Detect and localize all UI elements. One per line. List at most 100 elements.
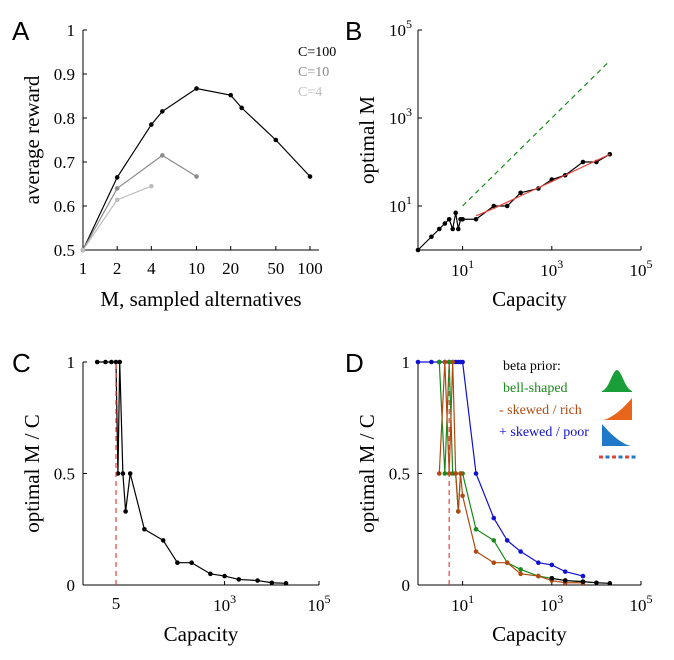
data-point (415, 247, 421, 253)
data-point (491, 538, 497, 543)
data-point (194, 86, 199, 91)
data-point (114, 186, 120, 191)
data-point (94, 359, 100, 365)
y-tick-label: 0 (402, 576, 411, 595)
x-tick-label: 100 (297, 259, 323, 278)
y-tick-label: 103 (389, 105, 412, 128)
x-tick-label: 105 (630, 257, 653, 280)
data-point (580, 159, 586, 165)
data-point (458, 471, 463, 476)
data-point (442, 471, 448, 476)
bell-shaped-density-icon (602, 370, 632, 392)
y-tick-label: 0.5 (54, 241, 75, 260)
skewed-poor-density-icon (602, 424, 632, 446)
data-point (269, 580, 275, 586)
data-point (429, 359, 434, 365)
data-point (594, 580, 599, 586)
data-point (103, 359, 108, 365)
data-point (536, 560, 541, 565)
y-tick-label: 0.8 (54, 109, 75, 128)
data-point (113, 359, 119, 365)
data-point (562, 569, 568, 574)
data-point (117, 359, 123, 365)
series-c-100 (80, 86, 313, 253)
data-point (549, 562, 555, 568)
panel-c: C 5 103 105 0 0.5 1 Capacity optimal M / C (12, 348, 331, 646)
data-point (518, 190, 523, 196)
data-point (114, 197, 120, 203)
series-line (82, 87, 311, 251)
series-fit-2 (475, 153, 611, 217)
data-point (562, 578, 568, 583)
x-tick-label: 4 (147, 259, 156, 278)
data-point (436, 471, 442, 476)
data-point (239, 105, 244, 111)
data-point (455, 226, 461, 232)
data-point (473, 471, 479, 476)
x-tick-label: 105 (630, 592, 653, 615)
data-point (127, 471, 133, 476)
panel-letter: A (12, 16, 30, 46)
y-axis-label: optimal M / C (355, 414, 379, 532)
data-point (208, 571, 213, 577)
y-tick-label: 0 (67, 576, 76, 595)
data-point (491, 203, 497, 209)
y-tick-label: 0.5 (389, 465, 410, 484)
legend-title: beta prior: (503, 359, 561, 374)
data-point (580, 573, 586, 579)
data-point (149, 183, 154, 189)
data-point (142, 526, 147, 532)
x-tick-label: 2 (113, 259, 122, 278)
data-point (442, 359, 448, 365)
panel-letter: D (345, 348, 364, 378)
series-line (82, 185, 152, 251)
data-point (518, 549, 523, 554)
skewed-rich-density-icon (602, 398, 632, 420)
y-tick-label: 0.9 (54, 65, 75, 84)
data-point (518, 567, 523, 572)
data-point (442, 221, 448, 226)
data-point (123, 509, 128, 514)
data-point (255, 578, 260, 583)
data-point (450, 226, 456, 232)
legend-entry: C=100 (298, 45, 336, 60)
data-point (115, 471, 121, 476)
x-tick-label: 103 (213, 592, 236, 615)
y-tick-label: 1 (67, 353, 76, 372)
series-line (97, 361, 287, 584)
data-point (473, 216, 479, 222)
data-point (446, 359, 452, 365)
data-point (222, 573, 227, 579)
x-axis-label: Capacity (492, 287, 567, 311)
legend-entry: + skewed / poor (499, 425, 589, 440)
data-point (446, 216, 452, 222)
x-tick-label: 101 (451, 592, 474, 615)
data-point (160, 109, 165, 114)
series-dashed-1 (462, 60, 611, 207)
y-tick-label: 105 (389, 17, 412, 40)
data-point (436, 359, 442, 365)
panel-letter: C (12, 348, 31, 378)
x-tick-label: 50 (267, 259, 284, 278)
data-point (580, 579, 586, 584)
legend-entry: C=4 (298, 85, 322, 100)
data-point (114, 175, 120, 180)
series-line-0 (94, 359, 289, 586)
series-line (462, 60, 611, 207)
data-point (194, 174, 199, 179)
data-point (450, 359, 456, 365)
x-tick-label: 103 (540, 592, 563, 615)
data-point (549, 576, 555, 581)
data-point (518, 571, 523, 577)
data-point (460, 493, 465, 499)
data-point (504, 560, 510, 565)
data-point (160, 538, 166, 543)
legend-entry: bell-shaped (503, 381, 568, 396)
data-point (460, 216, 465, 222)
x-axis-label: Capacity (492, 622, 567, 646)
data-point (189, 560, 194, 565)
data-point (460, 359, 465, 365)
series-c-10 (80, 153, 199, 253)
y-tick-label: 0.6 (54, 197, 75, 216)
panel-b: B 101 103 105 101 103 105 Capacity optimal M (345, 16, 653, 311)
